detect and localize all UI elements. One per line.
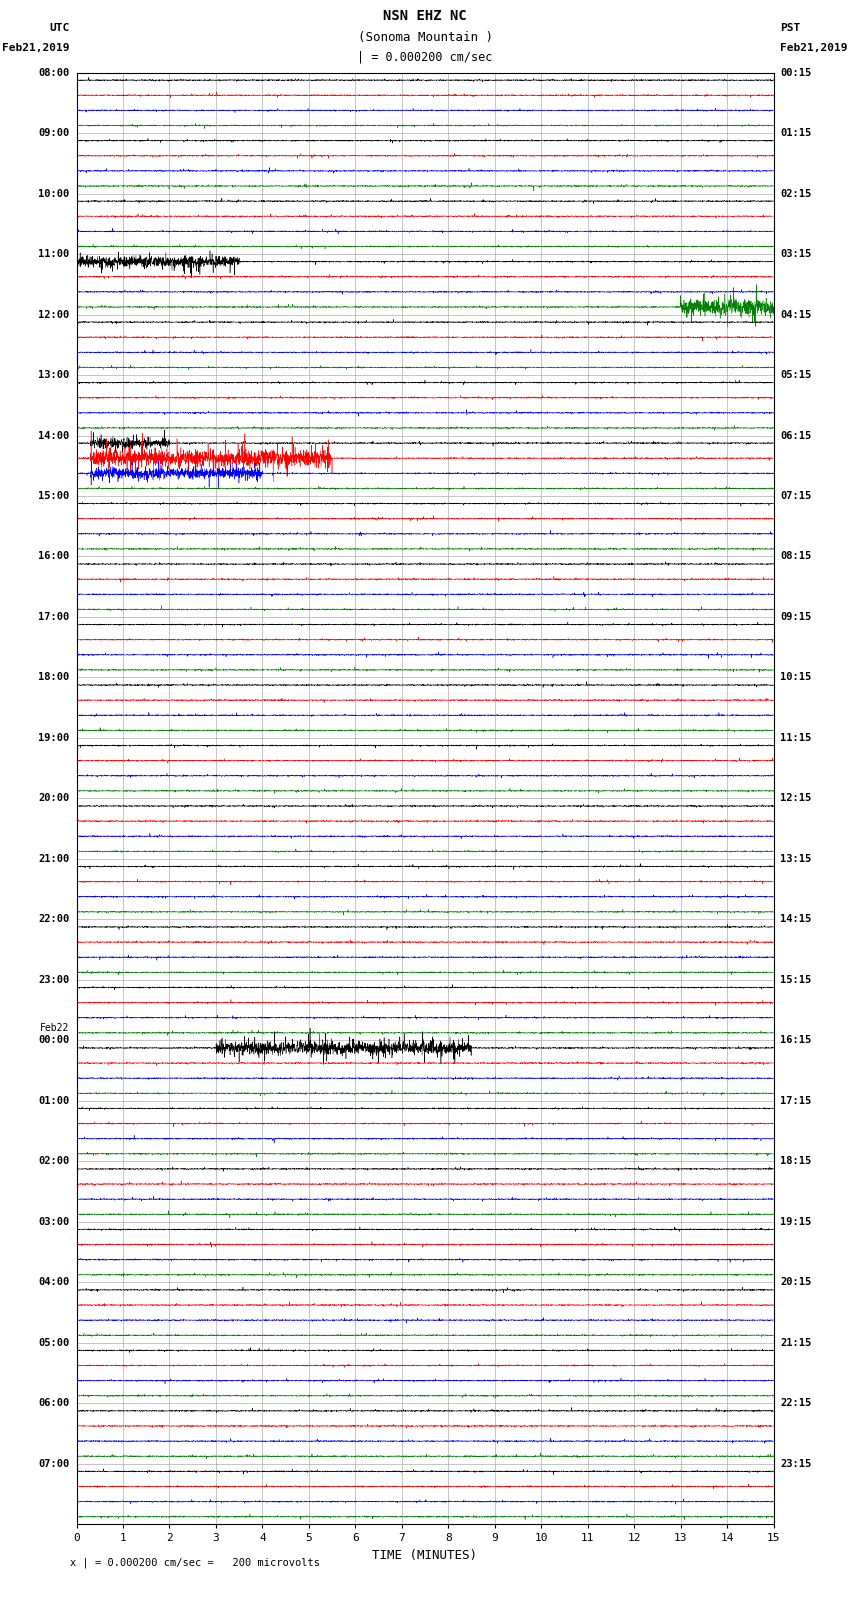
Text: 10:15: 10:15 <box>780 673 812 682</box>
Text: 03:15: 03:15 <box>780 248 812 260</box>
X-axis label: TIME (MINUTES): TIME (MINUTES) <box>372 1548 478 1561</box>
Text: 20:00: 20:00 <box>38 794 70 803</box>
Text: 21:00: 21:00 <box>38 853 70 865</box>
Text: 14:15: 14:15 <box>780 915 812 924</box>
Text: 00:15: 00:15 <box>780 68 812 77</box>
Text: UTC: UTC <box>49 23 70 34</box>
Text: 22:00: 22:00 <box>38 915 70 924</box>
Text: 13:15: 13:15 <box>780 853 812 865</box>
Text: 01:15: 01:15 <box>780 127 812 139</box>
Text: 16:00: 16:00 <box>38 552 70 561</box>
Text: 02:00: 02:00 <box>38 1157 70 1166</box>
Text: 19:00: 19:00 <box>38 732 70 744</box>
Text: 14:00: 14:00 <box>38 431 70 440</box>
Text: 11:00: 11:00 <box>38 248 70 260</box>
Text: 05:15: 05:15 <box>780 369 812 381</box>
Text: 05:00: 05:00 <box>38 1337 70 1348</box>
Text: 10:00: 10:00 <box>38 189 70 198</box>
Text: 19:15: 19:15 <box>780 1216 812 1227</box>
Text: 22:15: 22:15 <box>780 1398 812 1408</box>
Text: 04:00: 04:00 <box>38 1277 70 1287</box>
Text: 08:00: 08:00 <box>38 68 70 77</box>
Text: 17:15: 17:15 <box>780 1095 812 1107</box>
Text: 07:00: 07:00 <box>38 1458 70 1469</box>
Text: 01:00: 01:00 <box>38 1095 70 1107</box>
Text: 21:15: 21:15 <box>780 1337 812 1348</box>
Text: 12:00: 12:00 <box>38 310 70 319</box>
Text: PST: PST <box>780 23 801 34</box>
Text: Feb21,2019: Feb21,2019 <box>780 44 848 53</box>
Text: 13:00: 13:00 <box>38 369 70 381</box>
Text: 12:15: 12:15 <box>780 794 812 803</box>
Text: 23:00: 23:00 <box>38 974 70 986</box>
Text: 15:00: 15:00 <box>38 490 70 502</box>
Text: 16:15: 16:15 <box>780 1036 812 1045</box>
Text: 06:15: 06:15 <box>780 431 812 440</box>
Text: x | = 0.000200 cm/sec =   200 microvolts: x | = 0.000200 cm/sec = 200 microvolts <box>70 1558 320 1568</box>
Text: 02:15: 02:15 <box>780 189 812 198</box>
Text: 18:15: 18:15 <box>780 1157 812 1166</box>
Text: 18:00: 18:00 <box>38 673 70 682</box>
Text: 09:00: 09:00 <box>38 127 70 139</box>
Text: (Sonoma Mountain ): (Sonoma Mountain ) <box>358 31 492 44</box>
Text: 17:00: 17:00 <box>38 611 70 623</box>
Text: 09:15: 09:15 <box>780 611 812 623</box>
Text: 03:00: 03:00 <box>38 1216 70 1227</box>
Text: 04:15: 04:15 <box>780 310 812 319</box>
Text: 08:15: 08:15 <box>780 552 812 561</box>
Text: NSN EHZ NC: NSN EHZ NC <box>383 10 467 23</box>
Text: 15:15: 15:15 <box>780 974 812 986</box>
Text: 06:00: 06:00 <box>38 1398 70 1408</box>
Text: Feb22: Feb22 <box>40 1023 70 1034</box>
Text: Feb21,2019: Feb21,2019 <box>2 44 70 53</box>
Text: 23:15: 23:15 <box>780 1458 812 1469</box>
Text: 11:15: 11:15 <box>780 732 812 744</box>
Text: 07:15: 07:15 <box>780 490 812 502</box>
Text: | = 0.000200 cm/sec: | = 0.000200 cm/sec <box>357 50 493 63</box>
Text: 00:00: 00:00 <box>38 1036 70 1045</box>
Text: 20:15: 20:15 <box>780 1277 812 1287</box>
